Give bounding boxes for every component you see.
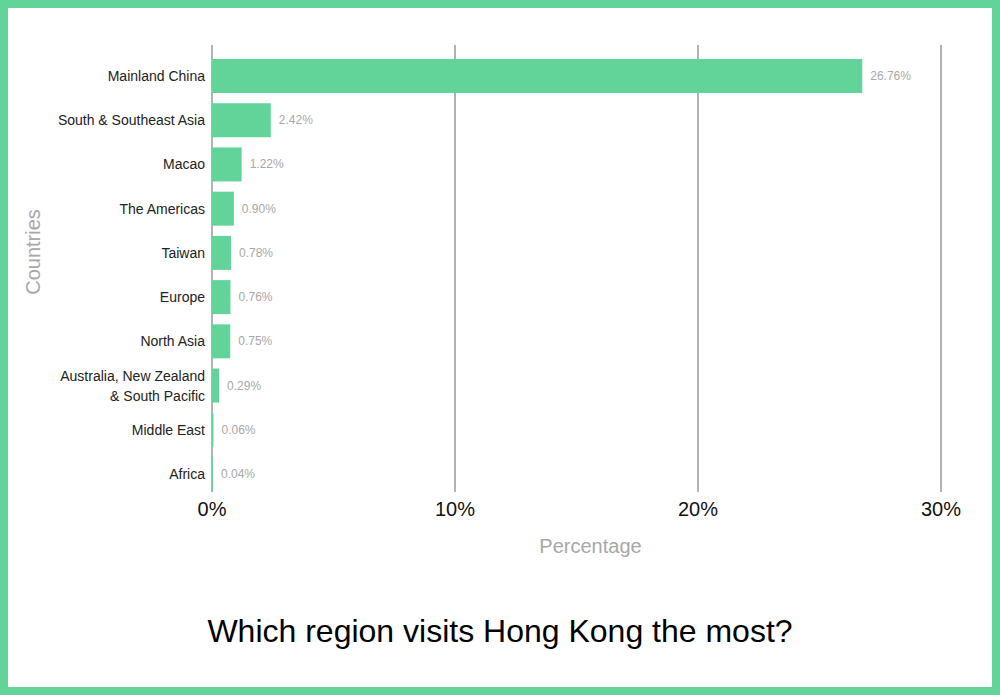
data-label: 0.29%	[227, 379, 261, 393]
grid	[212, 45, 941, 492]
data-label: 2.42%	[279, 113, 313, 127]
category-label-line: The Americas	[119, 201, 205, 217]
category-label-line: Africa	[169, 466, 205, 482]
bar	[212, 413, 213, 447]
category-label: South & Southeast Asia	[58, 112, 205, 128]
frame-border	[4, 4, 996, 691]
y-axis-label: Countries	[22, 209, 44, 295]
category-label-line: Mainland China	[108, 68, 205, 84]
x-tick-label: 20%	[678, 498, 718, 520]
data-label: 1.22%	[250, 157, 284, 171]
bar	[212, 457, 213, 491]
data-label: 26.76%	[870, 69, 911, 83]
category-label-line: Europe	[160, 289, 205, 305]
bar	[212, 59, 862, 93]
x-tick-label: 10%	[435, 498, 475, 520]
category-label: North Asia	[140, 333, 205, 349]
category-label: Middle East	[132, 422, 205, 438]
category-label: Europe	[160, 289, 205, 305]
bar	[212, 103, 271, 137]
category-label-line: Australia, New Zealand	[60, 368, 205, 384]
bar	[212, 192, 234, 226]
grid-line	[697, 45, 699, 492]
data-label: 0.78%	[239, 246, 273, 260]
category-label: Taiwan	[161, 245, 205, 261]
bar	[212, 147, 242, 181]
category-label-line: Taiwan	[161, 245, 205, 261]
category-label-line: & South Pacific	[110, 388, 205, 404]
category-label-line: Middle East	[132, 422, 205, 438]
data-label: 0.75%	[238, 334, 272, 348]
category-label: Macao	[163, 156, 205, 172]
category-label-line: South & Southeast Asia	[58, 112, 205, 128]
data-label: 0.76%	[238, 290, 272, 304]
data-label: 0.04%	[221, 467, 255, 481]
category-label: Australia, New Zealand & South Pacific	[60, 368, 205, 404]
chart-root: 0% 10% 20% 30% 26.76% 2.42% 1.22% 0.90% 0.78% 0.7…	[0, 0, 1000, 695]
category-label: Mainland China	[108, 68, 205, 84]
chart-title: Which region visits Hong Kong the most?	[207, 613, 792, 649]
x-tick-label: 30%	[921, 498, 961, 520]
category-label: The Americas	[119, 201, 205, 217]
grid-line	[940, 45, 942, 492]
category-label-line: North Asia	[140, 333, 205, 349]
bar	[212, 236, 231, 270]
bars	[212, 59, 862, 491]
x-axis-label: Percentage	[539, 535, 641, 557]
grid-line	[454, 45, 456, 492]
data-label: 0.90%	[242, 202, 276, 216]
x-tick-label: 0%	[198, 498, 227, 520]
bar	[212, 324, 230, 358]
bar	[212, 369, 219, 403]
bar	[212, 280, 230, 314]
category-label: Africa	[169, 466, 205, 482]
category-label-line: Macao	[163, 156, 205, 172]
data-label: 0.06%	[221, 423, 255, 437]
